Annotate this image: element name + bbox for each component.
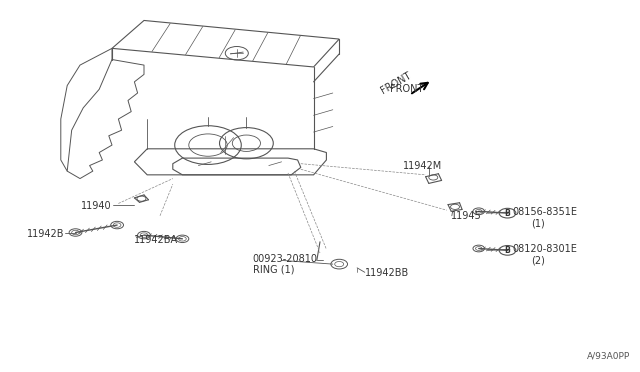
Text: 11940: 11940 [81, 202, 112, 211]
Text: 11942B: 11942B [26, 230, 64, 239]
Text: 00923-20810: 00923-20810 [253, 254, 318, 263]
Text: A/93A0PP: A/93A0PP [587, 352, 630, 361]
Text: (2): (2) [531, 256, 545, 265]
Text: B: B [505, 246, 510, 255]
Text: RING (1): RING (1) [253, 265, 294, 275]
Text: 11942BA: 11942BA [134, 235, 179, 245]
Text: 11942M: 11942M [403, 161, 442, 170]
Text: 08120-8301E: 08120-8301E [512, 244, 577, 254]
Text: (1): (1) [531, 218, 545, 228]
Text: 11942BB: 11942BB [365, 269, 409, 278]
Text: FRONT: FRONT [379, 70, 413, 96]
Text: B: B [505, 209, 510, 218]
Text: 11945: 11945 [451, 211, 482, 221]
Text: 08156-8351E: 08156-8351E [512, 207, 577, 217]
Text: FRONT: FRONT [390, 84, 424, 94]
